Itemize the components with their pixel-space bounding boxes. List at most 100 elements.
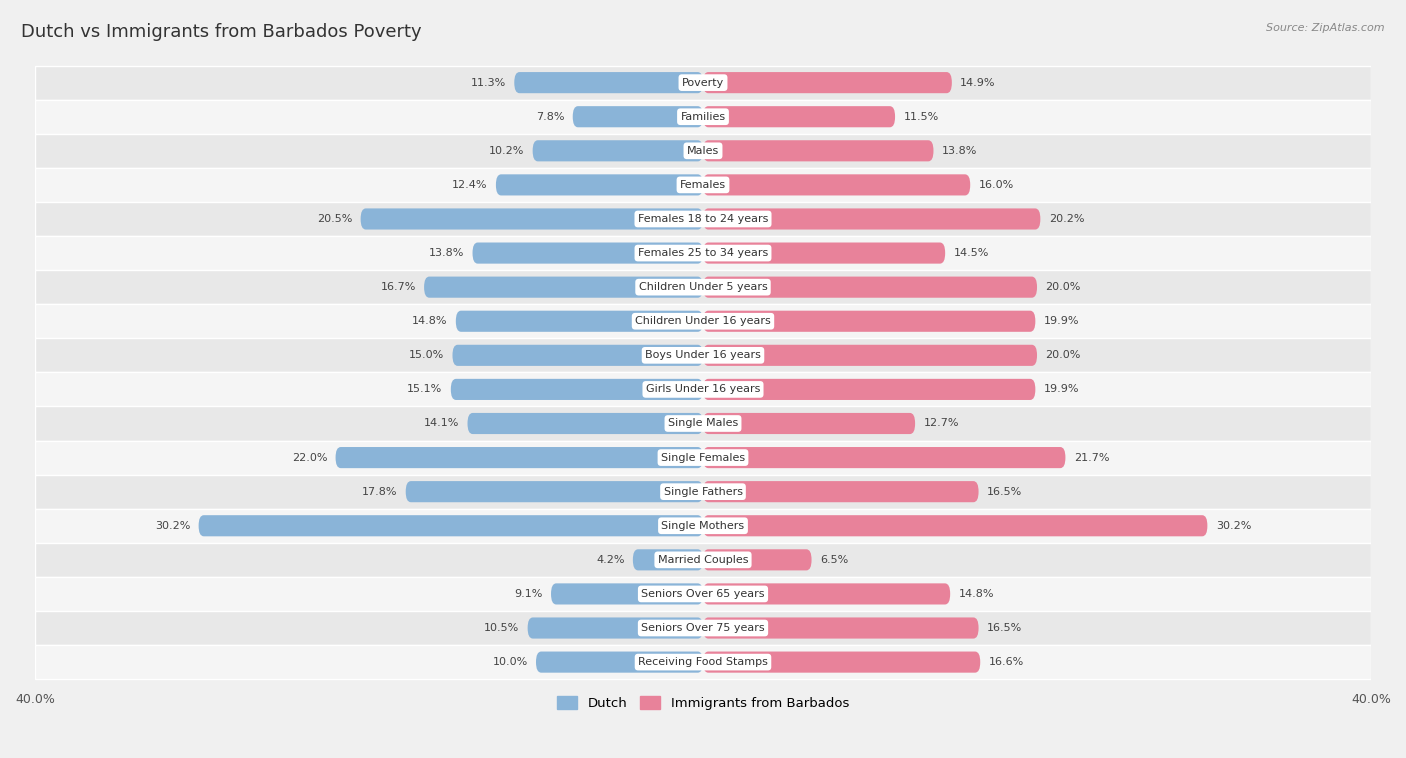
- Text: 4.2%: 4.2%: [596, 555, 624, 565]
- FancyBboxPatch shape: [453, 345, 703, 366]
- FancyBboxPatch shape: [533, 140, 703, 161]
- Text: 15.1%: 15.1%: [408, 384, 443, 394]
- Text: 12.4%: 12.4%: [453, 180, 488, 190]
- Bar: [35, 304, 1371, 338]
- FancyBboxPatch shape: [703, 243, 945, 264]
- Text: 14.1%: 14.1%: [423, 418, 460, 428]
- FancyBboxPatch shape: [703, 618, 979, 638]
- Text: 10.2%: 10.2%: [489, 146, 524, 156]
- Text: Families: Families: [681, 111, 725, 122]
- FancyBboxPatch shape: [703, 208, 1040, 230]
- Text: 16.6%: 16.6%: [988, 657, 1024, 667]
- FancyBboxPatch shape: [703, 277, 1038, 298]
- Text: 20.5%: 20.5%: [316, 214, 353, 224]
- FancyBboxPatch shape: [425, 277, 703, 298]
- Text: Source: ZipAtlas.com: Source: ZipAtlas.com: [1267, 23, 1385, 33]
- Text: 19.9%: 19.9%: [1043, 316, 1080, 326]
- Bar: [35, 338, 1371, 372]
- FancyBboxPatch shape: [703, 515, 1208, 537]
- Text: 14.9%: 14.9%: [960, 77, 995, 88]
- Text: Males: Males: [688, 146, 718, 156]
- Text: 14.5%: 14.5%: [953, 248, 988, 258]
- Text: 19.9%: 19.9%: [1043, 384, 1080, 394]
- Text: Single Fathers: Single Fathers: [664, 487, 742, 496]
- Bar: [35, 168, 1371, 202]
- FancyBboxPatch shape: [703, 140, 934, 161]
- Bar: [35, 202, 1371, 236]
- Text: Dutch vs Immigrants from Barbados Poverty: Dutch vs Immigrants from Barbados Povert…: [21, 23, 422, 41]
- Bar: [35, 372, 1371, 406]
- Text: 14.8%: 14.8%: [412, 316, 447, 326]
- Legend: Dutch, Immigrants from Barbados: Dutch, Immigrants from Barbados: [551, 691, 855, 715]
- FancyBboxPatch shape: [336, 447, 703, 468]
- Text: 6.5%: 6.5%: [820, 555, 848, 565]
- Text: Boys Under 16 years: Boys Under 16 years: [645, 350, 761, 360]
- Text: Married Couples: Married Couples: [658, 555, 748, 565]
- Text: 20.2%: 20.2%: [1049, 214, 1084, 224]
- Text: 10.0%: 10.0%: [492, 657, 527, 667]
- FancyBboxPatch shape: [703, 379, 1035, 400]
- FancyBboxPatch shape: [703, 311, 1035, 332]
- Text: 30.2%: 30.2%: [1216, 521, 1251, 531]
- Text: 7.8%: 7.8%: [536, 111, 564, 122]
- FancyBboxPatch shape: [496, 174, 703, 196]
- FancyBboxPatch shape: [456, 311, 703, 332]
- Bar: [35, 66, 1371, 100]
- Text: Females 25 to 34 years: Females 25 to 34 years: [638, 248, 768, 258]
- Text: 12.7%: 12.7%: [924, 418, 959, 428]
- FancyBboxPatch shape: [468, 413, 703, 434]
- Text: 22.0%: 22.0%: [291, 453, 328, 462]
- Text: 21.7%: 21.7%: [1074, 453, 1109, 462]
- FancyBboxPatch shape: [703, 413, 915, 434]
- FancyBboxPatch shape: [703, 106, 896, 127]
- Text: Poverty: Poverty: [682, 77, 724, 88]
- FancyBboxPatch shape: [703, 481, 979, 503]
- Text: 11.3%: 11.3%: [471, 77, 506, 88]
- Text: 30.2%: 30.2%: [155, 521, 190, 531]
- Text: 16.7%: 16.7%: [381, 282, 416, 292]
- Text: 16.5%: 16.5%: [987, 623, 1022, 633]
- FancyBboxPatch shape: [527, 618, 703, 638]
- FancyBboxPatch shape: [703, 550, 811, 571]
- Bar: [35, 100, 1371, 133]
- FancyBboxPatch shape: [703, 652, 980, 672]
- FancyBboxPatch shape: [551, 584, 703, 604]
- FancyBboxPatch shape: [572, 106, 703, 127]
- Text: 11.5%: 11.5%: [904, 111, 939, 122]
- Bar: [35, 440, 1371, 475]
- FancyBboxPatch shape: [703, 447, 1066, 468]
- Bar: [35, 475, 1371, 509]
- Text: Single Females: Single Females: [661, 453, 745, 462]
- Text: 16.0%: 16.0%: [979, 180, 1014, 190]
- Bar: [35, 543, 1371, 577]
- Text: Seniors Over 75 years: Seniors Over 75 years: [641, 623, 765, 633]
- Bar: [35, 611, 1371, 645]
- FancyBboxPatch shape: [703, 174, 970, 196]
- Text: 10.5%: 10.5%: [484, 623, 519, 633]
- Text: 20.0%: 20.0%: [1046, 282, 1081, 292]
- Text: 20.0%: 20.0%: [1046, 350, 1081, 360]
- FancyBboxPatch shape: [360, 208, 703, 230]
- FancyBboxPatch shape: [703, 345, 1038, 366]
- Text: 16.5%: 16.5%: [987, 487, 1022, 496]
- Text: Single Males: Single Males: [668, 418, 738, 428]
- Text: Receiving Food Stamps: Receiving Food Stamps: [638, 657, 768, 667]
- Text: Children Under 5 years: Children Under 5 years: [638, 282, 768, 292]
- Bar: [35, 236, 1371, 270]
- FancyBboxPatch shape: [703, 72, 952, 93]
- Text: Single Mothers: Single Mothers: [661, 521, 745, 531]
- Text: 13.8%: 13.8%: [429, 248, 464, 258]
- Text: 14.8%: 14.8%: [959, 589, 994, 599]
- Text: 13.8%: 13.8%: [942, 146, 977, 156]
- FancyBboxPatch shape: [515, 72, 703, 93]
- Bar: [35, 406, 1371, 440]
- FancyBboxPatch shape: [198, 515, 703, 537]
- Text: 15.0%: 15.0%: [409, 350, 444, 360]
- Text: Females 18 to 24 years: Females 18 to 24 years: [638, 214, 768, 224]
- Bar: [35, 645, 1371, 679]
- Bar: [35, 509, 1371, 543]
- FancyBboxPatch shape: [703, 584, 950, 604]
- Text: 17.8%: 17.8%: [361, 487, 398, 496]
- FancyBboxPatch shape: [451, 379, 703, 400]
- Text: Females: Females: [681, 180, 725, 190]
